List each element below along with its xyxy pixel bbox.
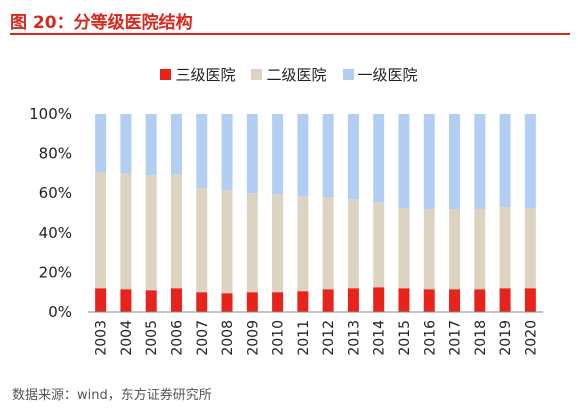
bar-segment-2017-s1: [449, 209, 461, 290]
bar-segment-2007-s2: [196, 114, 208, 189]
y-tick-label: 80%: [39, 145, 72, 163]
bar-segment-2018-s0: [474, 289, 486, 312]
bar-segment-2019-s2: [499, 114, 511, 208]
bar-segment-2004-s0: [120, 289, 132, 312]
x-tick-label-2016: 2016: [422, 320, 438, 356]
bar-segment-2020-s0: [524, 288, 536, 312]
bar-segment-2005-s2: [145, 114, 157, 176]
legend-label-secondary: 二级医院: [266, 66, 327, 84]
bar-segment-2018-s1: [474, 209, 486, 290]
bar-segment-2012-s2: [322, 114, 334, 198]
bar-segment-2007-s0: [196, 292, 208, 312]
bar-segment-2018-s2: [474, 114, 486, 210]
bar-segment-2019-s0: [499, 288, 511, 312]
stacked-bar-chart: 0% 20% 40% 60% 80% 100% 2003 2004 2005 2006 2007 20…: [29, 105, 543, 356]
bar-segment-2016-s0: [423, 289, 435, 312]
bar-segment-2009-s0: [246, 292, 258, 312]
bar-segment-2003-s2: [95, 114, 107, 173]
x-tick-label-2009: 2009: [245, 320, 261, 356]
bar-segment-2016-s2: [423, 114, 435, 210]
bar-segment-2016-s1: [423, 209, 435, 290]
x-tick-label-2004: 2004: [119, 320, 135, 356]
chart-legend: 三级医院 二级医院 一级医院: [0, 64, 578, 85]
bar-segment-2008-s0: [221, 293, 233, 312]
bar-segment-2011-s0: [297, 291, 309, 312]
y-tick-label: 20%: [39, 263, 72, 281]
x-tick-label-2014: 2014: [372, 320, 388, 356]
bar-segment-2004-s1: [120, 173, 132, 290]
bar-segment-2010-s2: [272, 114, 284, 195]
bar-segment-2008-s2: [221, 114, 233, 191]
y-tick-label: 0%: [48, 303, 72, 321]
bar-segment-2004-s2: [120, 114, 132, 174]
legend-item-primary: 一级医院: [342, 64, 418, 85]
bar-segment-2017-s2: [449, 114, 461, 210]
bar-segment-2011-s2: [297, 114, 309, 197]
legend-swatch-primary: [342, 69, 354, 80]
legend-swatch-secondary: [251, 69, 263, 80]
bar-segment-2013-s2: [347, 114, 359, 200]
bar-segment-2020-s1: [524, 208, 536, 289]
bar-segment-2007-s1: [196, 188, 208, 293]
x-tick-label-2006: 2006: [169, 320, 185, 356]
bar-segment-2006-s1: [170, 174, 182, 289]
x-tick-label-2019: 2019: [498, 320, 514, 356]
bar-segment-2013-s0: [347, 288, 359, 312]
bar-segment-2014-s0: [373, 287, 385, 312]
y-tick-label: 60%: [39, 184, 72, 202]
y-tick-label: 40%: [39, 224, 72, 242]
x-tick-label-2008: 2008: [220, 320, 236, 356]
chart-title: 图 20：分等级医院结构: [10, 13, 193, 33]
x-tick-label-2018: 2018: [473, 320, 489, 356]
bar-segment-2005-s1: [145, 175, 157, 291]
bar-segment-2006-s2: [170, 114, 182, 175]
bar-segment-2015-s2: [398, 114, 410, 209]
bar-segment-2014-s2: [373, 114, 385, 203]
bar-segment-2020-s2: [524, 114, 536, 209]
legend-swatch-tertiary: [160, 69, 172, 80]
bar-segment-2008-s1: [221, 190, 233, 294]
bar-segment-2010-s0: [272, 292, 284, 312]
bar-segment-2011-s1: [297, 196, 309, 292]
source-note: 数据来源：wind，东方证券研究所: [12, 388, 212, 403]
bar-segment-2017-s0: [449, 289, 461, 312]
x-tick-label-2005: 2005: [144, 320, 160, 356]
x-tick-label-2003: 2003: [94, 320, 110, 356]
legend-item-secondary: 二级医院: [251, 64, 327, 85]
x-tick-label-2007: 2007: [195, 320, 211, 356]
legend-item-tertiary: 三级医院: [160, 64, 235, 85]
bar-segment-2012-s0: [322, 289, 334, 312]
bar-segment-2010-s1: [272, 194, 284, 293]
x-tick-label-2015: 2015: [397, 320, 413, 356]
y-tick-label: 100%: [29, 105, 72, 123]
bar-segment-2009-s1: [246, 193, 258, 293]
x-tick-label-2011: 2011: [296, 320, 312, 356]
x-tick-label-2013: 2013: [346, 320, 362, 356]
bar-segment-2006-s0: [170, 288, 182, 312]
bar-segment-2005-s0: [145, 290, 157, 312]
x-tick-label-2012: 2012: [321, 320, 337, 356]
title-divider: [10, 33, 570, 35]
x-tick-label-2017: 2017: [448, 320, 464, 356]
bar-segment-2015-s1: [398, 208, 410, 289]
bar-segment-2019-s1: [499, 207, 511, 289]
legend-label-tertiary: 三级医院: [175, 66, 236, 84]
bar-segment-2015-s0: [398, 288, 410, 312]
bar-segment-2009-s2: [246, 114, 258, 194]
bar-segment-2014-s1: [373, 202, 385, 288]
bar-segment-2013-s1: [347, 199, 359, 289]
bar-segment-2012-s1: [322, 197, 334, 290]
bar-segment-2003-s0: [95, 288, 107, 312]
x-tick-label-2010: 2010: [271, 320, 287, 356]
bar-segment-2003-s1: [95, 172, 107, 289]
legend-label-primary: 一级医院: [357, 66, 418, 84]
x-tick-label-2020: 2020: [523, 320, 539, 356]
